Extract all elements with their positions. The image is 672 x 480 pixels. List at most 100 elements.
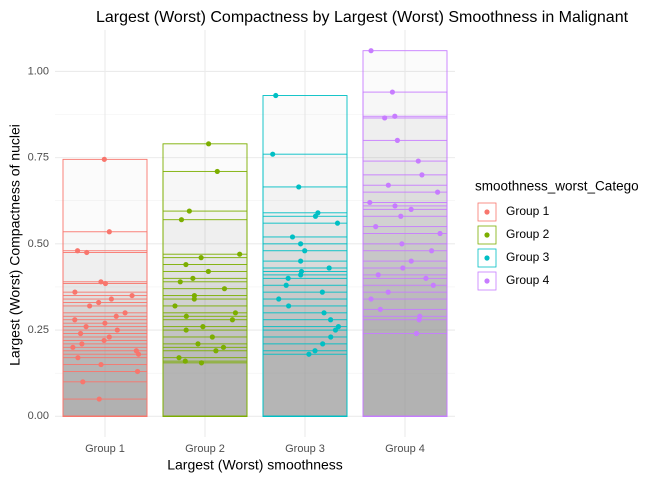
bar <box>262 326 348 417</box>
bar <box>362 298 448 417</box>
bar <box>362 205 448 417</box>
point <box>183 261 189 268</box>
point <box>319 289 325 295</box>
point <box>285 275 291 281</box>
point <box>198 360 205 366</box>
bar <box>362 184 448 417</box>
point <box>98 361 104 368</box>
point <box>221 286 228 292</box>
x-tick-label: Group 1 <box>85 443 125 455</box>
point <box>182 358 188 364</box>
point <box>419 172 425 178</box>
y-tick-label: 0.00 <box>28 410 49 422</box>
point <box>408 206 414 212</box>
bar <box>262 277 348 417</box>
point <box>190 275 196 281</box>
point <box>302 248 308 254</box>
point <box>377 306 383 312</box>
bar <box>162 315 248 417</box>
point <box>134 368 141 375</box>
x-tick-label: Group 3 <box>285 443 325 455</box>
point <box>312 213 319 219</box>
point <box>77 330 84 337</box>
chart-title: Largest (Worst) Compactness by Largest (… <box>96 9 629 26</box>
bar <box>262 186 348 417</box>
point <box>334 220 341 226</box>
bar <box>362 333 448 417</box>
point <box>72 317 78 323</box>
point <box>75 355 81 361</box>
point <box>389 89 396 95</box>
point <box>106 229 112 235</box>
point <box>273 92 279 99</box>
point <box>399 241 405 247</box>
point <box>312 348 318 354</box>
point <box>321 310 327 316</box>
x-axis-label: Largest (Worst) smoothness <box>167 457 343 473</box>
point <box>177 279 183 285</box>
bar <box>362 267 448 417</box>
bar <box>162 326 248 417</box>
point <box>382 115 388 121</box>
bar <box>62 336 148 417</box>
point <box>200 324 206 330</box>
point <box>368 48 374 54</box>
bar <box>162 336 248 417</box>
point <box>367 199 373 206</box>
point <box>129 292 135 299</box>
bar <box>262 353 348 417</box>
point <box>415 158 421 164</box>
point <box>122 310 128 316</box>
bar <box>62 357 148 417</box>
bar <box>362 308 448 417</box>
point <box>114 327 120 333</box>
point <box>283 282 289 288</box>
bar <box>62 158 148 417</box>
point <box>135 351 142 357</box>
legend-title: smoothness_worst_Catego <box>475 179 639 194</box>
point <box>328 334 334 340</box>
point <box>205 141 212 147</box>
point <box>80 379 86 385</box>
point <box>408 258 414 264</box>
point <box>101 337 107 344</box>
point <box>375 272 381 278</box>
point <box>183 327 189 333</box>
bar <box>362 233 448 417</box>
point <box>392 203 398 209</box>
legend-label: Group 2 <box>506 227 550 241</box>
point <box>79 341 85 347</box>
point <box>385 182 391 188</box>
bar <box>262 305 348 417</box>
bar <box>362 226 448 417</box>
point <box>296 184 302 190</box>
point <box>108 296 114 302</box>
legend-label: Group 3 <box>506 250 550 264</box>
point <box>101 156 107 162</box>
bar <box>262 336 348 417</box>
point <box>183 313 189 319</box>
bar <box>362 243 448 417</box>
legend-dot <box>484 278 490 284</box>
point <box>72 289 78 295</box>
bar <box>362 284 448 417</box>
point <box>286 303 292 309</box>
y-tick-label: 0.50 <box>28 238 49 250</box>
point <box>172 303 178 309</box>
point <box>434 189 441 195</box>
point <box>209 334 215 340</box>
legend-dot <box>484 209 490 215</box>
point <box>298 258 304 264</box>
point <box>400 265 406 271</box>
point <box>385 289 391 295</box>
bar <box>162 319 248 417</box>
point <box>106 334 112 340</box>
bar <box>162 357 248 417</box>
legend-dot <box>484 232 490 238</box>
bar <box>362 160 448 417</box>
point <box>327 317 334 323</box>
bar <box>362 91 448 417</box>
y-tick-label: 0.25 <box>28 324 49 336</box>
bar <box>162 362 248 417</box>
